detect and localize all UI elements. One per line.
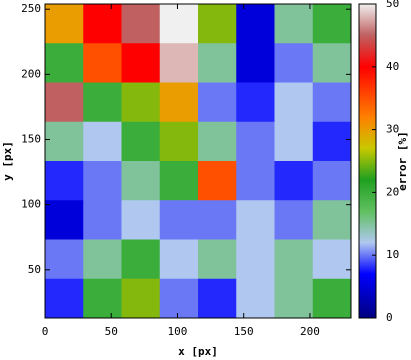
y-tick-label: 200 [21, 67, 41, 80]
heatmap-cell [198, 83, 237, 123]
x-tick-label: 100 [168, 325, 188, 338]
heatmap-cell [275, 240, 314, 280]
heatmap-cell [160, 279, 199, 319]
heatmap-cell [160, 161, 199, 201]
heatmap-cell [122, 200, 161, 240]
heatmap-cell [122, 4, 161, 44]
x-axis-label: x [px] [178, 345, 218, 358]
heatmap-cell [275, 83, 314, 123]
heatmap-cell [160, 83, 199, 123]
heatmap-cell [45, 4, 84, 44]
heatmap-cell [275, 122, 314, 162]
heatmap-cell [236, 279, 275, 319]
heatmap-cell [83, 122, 122, 162]
colorbar-tick-label: 50 [386, 0, 399, 10]
x-tick-label: 50 [105, 325, 118, 338]
heatmap-cell [236, 83, 275, 123]
y-tick-label: 250 [21, 2, 41, 15]
heatmap-cell [45, 240, 84, 280]
heatmap-cell [236, 161, 275, 201]
y-axis-label: y [px] [1, 141, 14, 181]
heatmap-cell [122, 279, 161, 319]
heatmap-cell [45, 83, 84, 123]
heatmap-cell [198, 122, 237, 162]
heatmap-cell [160, 122, 199, 162]
heatmap-cell [275, 4, 314, 44]
heatmap-cell [45, 279, 84, 319]
heatmap-cell [275, 279, 314, 319]
heatmap-cell [83, 279, 122, 319]
heatmap-cell [83, 200, 122, 240]
heatmap-cell [236, 122, 275, 162]
heatmap-cell [236, 4, 275, 44]
heatmap-cell [160, 43, 199, 83]
heatmap-cell [83, 83, 122, 123]
heatmap-cell [45, 122, 84, 162]
heatmap-cell [275, 43, 314, 83]
heatmap-cell [83, 43, 122, 83]
heatmap-cell [83, 161, 122, 201]
heatmap-cell [313, 240, 352, 280]
y-tick-label: 50 [28, 263, 41, 276]
heatmap-cell [313, 4, 352, 44]
heatmap-cell [313, 83, 352, 123]
heatmap-cell [122, 240, 161, 280]
x-tick-label: 150 [234, 325, 254, 338]
heatmap-cell [236, 200, 275, 240]
heatmap-cell [83, 4, 122, 44]
heatmap-cell [313, 122, 352, 162]
colorbar-tick-label: 0 [386, 311, 393, 324]
heatmap-cell [198, 279, 237, 319]
heatmap-cell [275, 161, 314, 201]
heatmap-cell [313, 200, 352, 240]
colorbar-tick-label: 30 [386, 123, 399, 136]
heatmap-cell [198, 161, 237, 201]
heatmap-cell [160, 240, 199, 280]
heatmap-cell [236, 43, 275, 83]
heatmap-cell [122, 122, 161, 162]
colorbar-tick-label: 10 [386, 248, 399, 261]
colorbar-tick-label: 40 [386, 60, 399, 73]
heatmap-cell [198, 43, 237, 83]
heatmap-cell [313, 279, 352, 319]
heatmap-cell [45, 43, 84, 83]
heatmap-cell [160, 200, 199, 240]
heatmap-cell [275, 200, 314, 240]
heatmap-cell [83, 240, 122, 280]
heatmap-cell [45, 161, 84, 201]
colorbar-label: error [%] [396, 131, 409, 191]
heatmap-cell [313, 161, 352, 201]
x-tick-label: 0 [42, 325, 49, 338]
colorbar [359, 4, 376, 318]
heatmap-cell [122, 161, 161, 201]
heatmap-cell [236, 240, 275, 280]
heatmap-cell [313, 43, 352, 83]
heatmap-cell [198, 4, 237, 44]
y-tick-label: 100 [21, 198, 41, 211]
heatmap-cell [198, 200, 237, 240]
heatmap-cell [160, 4, 199, 44]
x-tick-label: 200 [300, 325, 320, 338]
heatmap-cell [45, 200, 84, 240]
y-tick-label: 150 [21, 133, 41, 146]
heatmap-cell [198, 240, 237, 280]
heatmap-cell [122, 83, 161, 123]
heatmap-cell [122, 43, 161, 83]
colorbar-tick-label: 20 [386, 185, 399, 198]
